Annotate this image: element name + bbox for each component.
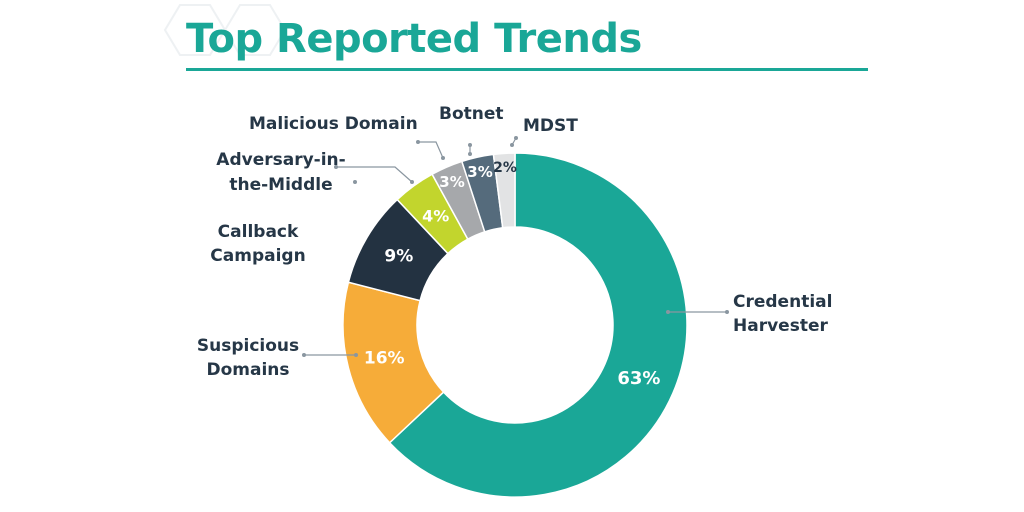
slice-1-pct-label: 16% (364, 349, 405, 369)
slice-3-leader-dot-1 (410, 180, 414, 184)
slice-0-pct-label: 63% (617, 368, 660, 389)
slice-4-leader-line (418, 141, 444, 159)
slice-0 (388, 152, 688, 498)
slice-2-category-label: Campaign (210, 246, 305, 266)
slice-1-category-label: Domains (206, 360, 289, 380)
slice-1-category-label: Suspicious (197, 336, 299, 356)
slice-5-leader-dot-1 (468, 152, 472, 156)
slice-3-leader-dot-extra (353, 180, 357, 184)
background-hexagon-decoration (163, 4, 287, 56)
title-underline (186, 68, 868, 71)
slice-2-category-label: Callback (218, 222, 299, 242)
slice-0-leader-dot-1 (725, 310, 729, 314)
slice-1-leader-dot-1 (354, 353, 358, 357)
slice-5-pct-label: 3% (467, 163, 492, 181)
chart-title: Top Reported Trends (186, 16, 642, 62)
slice-4-category-label: Malicious Domain (249, 114, 418, 134)
slice-6-leader-dot-0 (514, 136, 518, 140)
slice-3-pct-label: 4% (422, 206, 449, 225)
slice-3-category-label: the-Middle (229, 175, 332, 195)
slice-3-category-label: Adversary-in- (216, 150, 345, 170)
slice-4-leader-dot-0 (416, 140, 420, 144)
slice-5-leader-dot-0 (468, 143, 472, 147)
slice-6 (492, 152, 516, 229)
slice-5-category-label: Botnet (439, 104, 504, 124)
slice-3-leader-line (336, 166, 413, 183)
slice-0-leader-dot-0 (666, 310, 670, 314)
slice-2-pct-label: 9% (384, 246, 413, 266)
slice-6-category-label: MDST (523, 116, 578, 136)
slice-6-leader-dot-1 (510, 143, 514, 147)
slice-4-leader-dot-1 (441, 156, 445, 160)
slice-3-leader-dot-0 (334, 165, 338, 169)
slice-0-category-label: Credential (733, 292, 832, 312)
slice-6-pct-label: 2% (493, 160, 517, 176)
slice-1-leader-dot-0 (302, 353, 306, 357)
slice-4-pct-label: 3% (439, 173, 464, 191)
slice-0-category-label: Harvester (733, 316, 828, 336)
